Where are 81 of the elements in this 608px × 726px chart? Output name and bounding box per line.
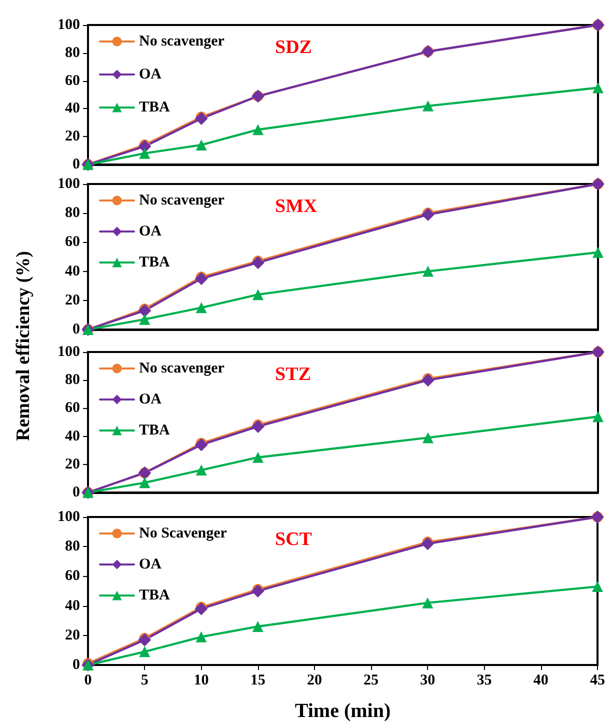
point [592, 246, 604, 258]
point [194, 602, 208, 616]
point [592, 411, 604, 422]
text: STZ [275, 364, 311, 385]
x-tick-label: 10 [194, 672, 209, 688]
x-tick-label: 25 [364, 672, 379, 688]
point [252, 256, 264, 270]
point [252, 124, 264, 136]
x-tick-label: 35 [476, 672, 492, 688]
point [422, 266, 434, 277]
y-tick-label: 40 [65, 100, 80, 117]
y-tick-label: 20 [65, 456, 80, 472]
point [422, 208, 434, 222]
text: SDZ [275, 37, 312, 58]
y-tick-label: 80 [65, 538, 80, 555]
legend-label: No scavenger [139, 192, 225, 208]
y-tick-label: 60 [65, 400, 80, 416]
x-tick-label: 0 [84, 672, 92, 688]
legend-label: OA [139, 66, 162, 82]
legend-label: No Scavenger [139, 526, 228, 542]
y-tick-label: 60 [65, 568, 80, 584]
point [196, 631, 207, 642]
y-tick-label: 20 [65, 627, 80, 644]
y-tick-label: 0 [72, 657, 80, 673]
y-tick-label: 100 [58, 17, 80, 33]
point [252, 289, 264, 300]
point [194, 272, 208, 286]
point [422, 432, 434, 444]
y-tick-label: 0 [72, 156, 80, 172]
point [138, 633, 152, 646]
point [139, 646, 150, 658]
legend-label: No scavenger [139, 34, 225, 50]
legend-label: OA [139, 224, 162, 240]
x-tick-label: 30 [420, 672, 436, 688]
y-tick-label: 80 [65, 44, 80, 61]
point [592, 82, 604, 94]
x-tick-label: 20 [306, 672, 322, 688]
legend-label: TBA [139, 254, 170, 270]
y-tick-label: 80 [65, 205, 80, 222]
y-tick-label: 20 [65, 292, 80, 308]
legend-label: OA [139, 392, 162, 408]
y-tick-label: 100 [58, 344, 80, 360]
point [139, 148, 150, 159]
point [194, 438, 208, 452]
point [422, 100, 434, 112]
legend-label: TBA [139, 588, 170, 604]
y-tick-label: 40 [65, 263, 80, 280]
y-tick-label: 20 [65, 128, 80, 145]
point [592, 581, 603, 592]
y-tick-label: 100 [58, 176, 80, 192]
point [252, 621, 264, 632]
point [252, 452, 264, 463]
point [139, 477, 150, 488]
point [196, 464, 207, 476]
x-axis-title: Time (min) [294, 700, 391, 722]
legend-label: OA [139, 556, 162, 572]
point [139, 314, 150, 325]
x-tick-label: 15 [250, 672, 266, 688]
y-tick-label: 0 [72, 322, 80, 338]
point [422, 597, 434, 608]
point [422, 374, 434, 387]
text: SMX [275, 196, 318, 217]
point [196, 139, 207, 150]
y-tick-label: 40 [65, 598, 80, 614]
x-tick-label: 40 [533, 672, 548, 688]
y-tick-label: 60 [65, 234, 80, 250]
y-tick-label: 100 [58, 509, 80, 525]
point [196, 302, 207, 314]
point [138, 304, 152, 318]
legend-label: No scavenger [139, 360, 225, 376]
legend-label: TBA [139, 100, 170, 116]
y-tick-label: 40 [65, 428, 80, 444]
point [421, 537, 434, 550]
y-tick-label: 60 [65, 72, 80, 89]
text: SCT [275, 529, 312, 550]
x-tick-label: 45 [590, 672, 605, 688]
y-tick-label: 80 [65, 372, 80, 388]
legend-label: TBA [139, 422, 170, 438]
y-tick-label: 0 [72, 484, 80, 500]
x-tick-label: 5 [140, 672, 148, 688]
y-axis-title: Removal efficiency (%) [13, 251, 35, 441]
